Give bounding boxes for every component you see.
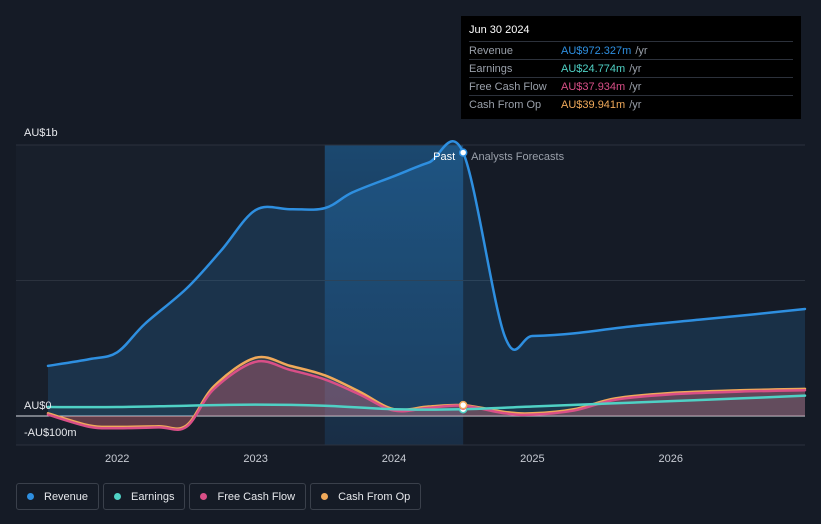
- x-tick-label: 2025: [520, 453, 544, 465]
- earnings-area: [48, 395, 805, 416]
- tooltip-row-free-cash-flow: Free Cash Flow AU$37.934m /yr: [469, 77, 793, 95]
- tooltip-row-cash-from-op: Cash From Op AU$39.941m /yr: [469, 95, 793, 113]
- tooltip-row-earnings: Earnings AU$24.774m /yr: [469, 59, 793, 77]
- cash-from-op-area: [48, 356, 805, 429]
- x-tick-label: 2022: [105, 453, 129, 465]
- revenue-area: [48, 141, 805, 416]
- tooltip-value: AU$39.941m: [561, 98, 626, 111]
- tooltip-unit: /yr: [629, 62, 642, 75]
- legend-label: Revenue: [44, 490, 89, 503]
- legend-label: Free Cash Flow: [217, 490, 296, 503]
- cash-from-op-dot-icon: [321, 493, 329, 500]
- legend-item-free-cash-flow[interactable]: Free Cash Flow: [189, 483, 307, 510]
- series-markers: [458, 148, 468, 414]
- x-tick-label: 2026: [659, 453, 683, 465]
- legend-item-cash-from-op[interactable]: Cash From Op: [310, 483, 422, 510]
- chart-legend: Revenue Earnings Free Cash Flow Cash Fro…: [16, 483, 422, 510]
- free-cash-flow-line: [46, 359, 807, 432]
- legend-label: Earnings: [131, 490, 175, 503]
- earnings-line: [46, 394, 807, 411]
- tooltip-row-revenue: Revenue AU$972.327m /yr: [469, 41, 793, 59]
- gridlines: [16, 144, 805, 446]
- y-axis-label-zero: AU$0: [24, 400, 52, 412]
- data-tooltip: Jun 30 2024 Revenue AU$972.327m /yr Earn…: [461, 16, 801, 119]
- revenue-dot-icon: [27, 493, 34, 500]
- tooltip-label: Revenue: [469, 44, 514, 57]
- tooltip-label: Earnings: [469, 62, 513, 75]
- series-areas: [48, 141, 805, 430]
- cash-from-op-marker: [458, 400, 468, 410]
- legend-item-revenue[interactable]: Revenue: [16, 483, 100, 510]
- tooltip-unit: /yr: [629, 80, 642, 93]
- revenue-line: [46, 140, 807, 368]
- forecast-label: Analysts Forecasts: [471, 151, 564, 163]
- legend-item-earnings[interactable]: Earnings: [103, 483, 186, 510]
- tooltip-value: AU$972.327m: [561, 44, 632, 57]
- past-label: Past: [433, 151, 455, 163]
- x-tick-label: 2024: [382, 453, 406, 465]
- tooltip-value: AU$37.934m: [561, 80, 626, 93]
- y-axis-label-top: AU$1b: [24, 127, 58, 139]
- free-cash-flow-area: [48, 361, 805, 430]
- legend-label: Cash From Op: [338, 490, 411, 503]
- tooltip-date: Jun 30 2024: [469, 24, 530, 36]
- tooltip-unit: /yr: [629, 98, 642, 111]
- tooltip-value: AU$24.774m: [561, 62, 626, 75]
- x-tick-label: 2023: [243, 453, 267, 465]
- revenue-marker: [458, 148, 468, 157]
- tooltip-label: Free Cash Flow: [469, 80, 547, 93]
- series-lines: [46, 140, 807, 432]
- free-cash-flow-dot-icon: [200, 493, 208, 500]
- earnings-dot-icon: [114, 493, 122, 500]
- tooltip-label: Cash From Op: [469, 98, 542, 111]
- tooltip-unit: /yr: [635, 44, 648, 57]
- y-axis-label-bottom: -AU$100m: [24, 427, 77, 439]
